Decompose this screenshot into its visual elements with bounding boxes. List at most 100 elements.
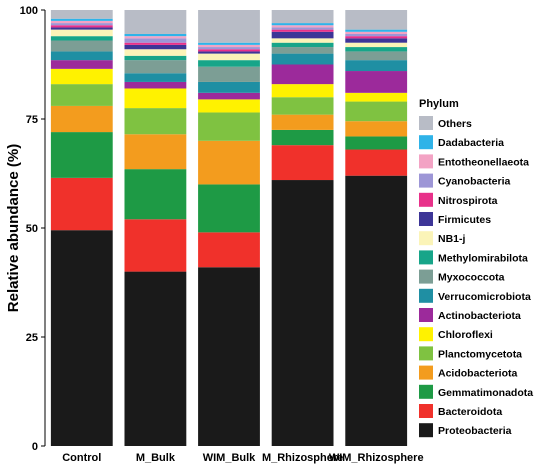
- bar-segment-firmicutes: [124, 44, 187, 50]
- bar-segment-chloroflexi: [124, 88, 187, 109]
- legend-item-nb1-j: NB1-j: [419, 231, 466, 246]
- y-tick-label: 100: [20, 5, 38, 17]
- bar-segment-gemmatimonadota: [50, 132, 113, 178]
- bar-segment-gemmatimonadota: [198, 184, 260, 233]
- legend-swatch: [419, 154, 433, 169]
- legend-swatch: [419, 135, 433, 150]
- x-tick-label: WIM_Rhizosphere: [329, 452, 424, 464]
- bar-segment-entotheonellaeota: [198, 44, 260, 48]
- bar-stack-wim-rhizosphere: [345, 10, 408, 446]
- legend: Phylum Others Dadabacteria Entotheonellaeo…: [419, 98, 533, 438]
- legend-swatch: [419, 404, 433, 418]
- x-tick-label: WIM_Bulk: [203, 452, 256, 464]
- legend-item-acidobacteriota: Acidobacteriota: [419, 365, 518, 380]
- legend-item-gemmatimonadota: Gemmatimonadota: [419, 384, 533, 399]
- legend-item-myxococcota: Myxococcota: [419, 269, 505, 284]
- bar-segment-firmicutes: [345, 38, 408, 43]
- legend-swatch: [419, 365, 433, 380]
- bar-segment-dadabacteria: [124, 33, 187, 37]
- legend-label: Chloroflexi: [438, 329, 493, 341]
- legend-swatch: [419, 384, 433, 399]
- bar-segment-methylomirabilota: [345, 47, 408, 52]
- bar-segment-cyanobacteria: [345, 33, 408, 37]
- bar-segment-gemmatimonadota: [345, 136, 408, 150]
- bar-segment-actinobacteriota: [124, 81, 187, 89]
- legend-swatch: [419, 231, 433, 246]
- bar-stack-m-rhizosphere: [271, 10, 334, 447]
- legend-label: Firmicutes: [438, 214, 491, 226]
- bar-segment-cyanobacteria: [198, 47, 260, 50]
- bar-segment-nitrospirota: [345, 36, 408, 39]
- bars-group: [50, 10, 408, 447]
- legend-swatch: [419, 269, 433, 284]
- legend-item-chloroflexi: Chloroflexi: [419, 327, 493, 342]
- bar-segment-verrucomicrobiota: [50, 51, 113, 61]
- bar-segment-nitrospirota: [50, 25, 113, 28]
- bar-segment-myxococcota: [124, 60, 187, 74]
- bar-segment-bacteroidota: [198, 232, 260, 268]
- bar-segment-proteobacteria: [271, 180, 334, 447]
- legend-swatch: [419, 116, 433, 130]
- bar-segment-cyanobacteria: [271, 27, 334, 30]
- bar-segment-entotheonellaeota: [50, 20, 113, 24]
- legend-item-dadabacteria: Dadabacteria: [419, 135, 504, 150]
- legend-item-actinobacteriota: Actinobacteriota: [419, 308, 521, 322]
- bar-segment-entotheonellaeota: [124, 36, 187, 39]
- bar-stack-control: [50, 10, 113, 446]
- legend-swatch: [419, 423, 433, 438]
- legend-label: Myxococcota: [438, 272, 505, 284]
- legend-label: Cyanobacteria: [438, 176, 511, 188]
- bar-segment-methylomirabilota: [124, 55, 187, 61]
- bar-segment-nitrospirota: [124, 42, 187, 45]
- bar-segment-others: [271, 10, 334, 24]
- bar-segment-planctomycetota: [198, 112, 260, 141]
- bar-segment-acidobacteriota: [198, 140, 260, 185]
- bar-segment-dadabacteria: [50, 18, 113, 21]
- bar-segment-chloroflexi: [50, 68, 113, 85]
- bar-segment-proteobacteria: [50, 230, 113, 446]
- legend-item-planctomycetota: Planctomycetota: [419, 346, 522, 361]
- legend-label: Proteobacteria: [438, 425, 512, 437]
- y-tick-label: 75: [26, 114, 38, 126]
- legend-item-firmicutes: Firmicutes: [419, 212, 491, 226]
- x-tick-label: M_Bulk: [136, 452, 176, 464]
- bar-segment-nb1-j: [50, 29, 113, 37]
- bar-segment-actinobacteriota: [271, 64, 334, 85]
- bar-segment-nb1-j: [124, 49, 187, 56]
- axes-group: Control M_Bulk WIM_Bulk M_RhizosphereWIM_Rh…: [20, 5, 424, 464]
- bar-segment-firmicutes: [271, 31, 334, 39]
- bar-segment-methylomirabilota: [50, 36, 113, 41]
- legend-label: Bacteroidota: [438, 406, 502, 418]
- x-tick-label: M_Rhizosphere: [262, 452, 343, 464]
- bar-segment-gemmatimonadota: [271, 129, 334, 146]
- bar-segment-planctomycetota: [345, 101, 408, 122]
- legend-item-verrucomicrobiota: Verrucomicrobiota: [419, 288, 531, 303]
- bar-segment-others: [124, 10, 187, 34]
- legend-item-entotheonellaeota: Entotheonellaeota: [419, 154, 529, 169]
- legend-label: Actinobacteriota: [438, 310, 521, 322]
- bar-segment-chloroflexi: [198, 99, 260, 113]
- bar-segment-nb1-j: [198, 53, 260, 61]
- bar-segment-acidobacteriota: [345, 121, 408, 137]
- legend-swatch: [419, 327, 433, 342]
- bar-segment-entotheonellaeota: [271, 25, 334, 28]
- legend-item-others: Others: [419, 116, 472, 130]
- bar-segment-verrucomicrobiota: [271, 53, 334, 65]
- bar-segment-others: [50, 10, 113, 19]
- bar-segment-dadabacteria: [271, 23, 334, 26]
- legend-swatch: [419, 173, 433, 188]
- bar-segment-bacteroidota: [345, 149, 408, 176]
- bar-stack-wim-bulk: [198, 10, 260, 446]
- legend-title: Phylum: [419, 98, 459, 110]
- y-tick-label: 25: [26, 332, 38, 344]
- legend-item-proteobacteria: Proteobacteria: [419, 423, 512, 438]
- bar-segment-planctomycetota: [271, 97, 334, 115]
- legend-swatch: [419, 288, 433, 303]
- bar-segment-methylomirabilota: [198, 60, 260, 67]
- bar-segment-gemmatimonadota: [124, 169, 187, 220]
- legend-label: Dadabacteria: [438, 137, 504, 149]
- y-axis-title: Relative abundance (%): [5, 144, 22, 312]
- legend-item-methylomirabilota: Methylomirabilota: [419, 250, 528, 265]
- bar-segment-cyanobacteria: [50, 23, 113, 26]
